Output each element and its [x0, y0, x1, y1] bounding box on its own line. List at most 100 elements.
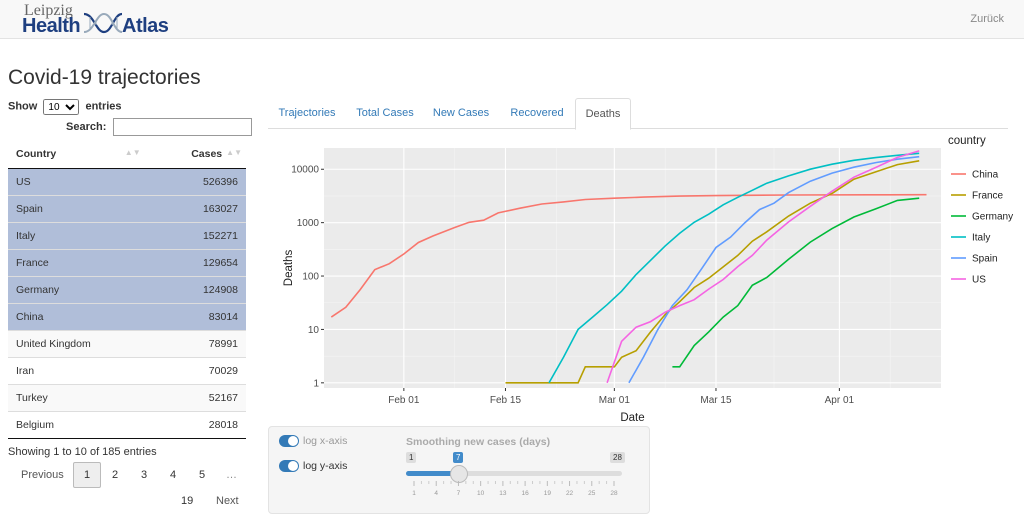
slider-min-label: 1 — [406, 452, 417, 463]
search-input[interactable] — [113, 118, 253, 136]
previous-page-button[interactable]: Previous — [21, 469, 64, 481]
y-tick-label: 100 — [302, 272, 319, 283]
slider-grid: 1 4 7 10 13 16 19 22 25 28 — [412, 481, 618, 497]
table-row[interactable]: Germany 124908 — [8, 276, 246, 304]
series-line-us — [606, 150, 920, 384]
slider-tick-label: 25 — [588, 490, 596, 497]
plot-tabs: Trajectories Total Cases New Cases Recov… — [268, 98, 1008, 130]
search-label: Search: — [66, 120, 107, 133]
tab-trajectories[interactable]: Trajectories — [278, 107, 336, 119]
slider-track[interactable] — [406, 471, 622, 476]
table-info: Showing 1 to 10 of 185 entries — [8, 446, 157, 458]
next-page-button[interactable]: Next — [216, 495, 239, 507]
tab-deaths[interactable]: Deaths — [575, 98, 631, 130]
entries-label: entries — [85, 100, 122, 113]
log-y-axis-toggle[interactable] — [279, 460, 299, 472]
tab-recovered[interactable]: Recovered — [510, 107, 564, 119]
sort-icon: ▲▼ — [124, 148, 141, 157]
legend-title: country — [948, 135, 986, 147]
back-link[interactable]: Zurück — [970, 13, 1004, 25]
cell-country: China — [8, 303, 149, 331]
legend-label: Italy — [972, 233, 990, 244]
dna-helix-icon — [83, 12, 123, 34]
page-button-1[interactable]: 1 — [73, 462, 101, 488]
page-button-4[interactable]: 4 — [170, 469, 177, 481]
legend-label: Germany — [972, 212, 1013, 223]
table-row[interactable]: Belgium 28018 — [8, 411, 246, 439]
smoothing-slider-title: Smoothing new cases (days) — [406, 436, 551, 448]
entries-select[interactable]: 10 — [43, 99, 80, 115]
legend-label: China — [972, 170, 999, 181]
legend-label: Spain — [972, 254, 998, 265]
cell-country: US — [8, 168, 149, 196]
page-button-5[interactable]: 5 — [199, 469, 206, 481]
column-header-cases[interactable]: Cases ▲▼ — [148, 140, 246, 169]
x-tick-label: Feb 15 — [490, 395, 522, 406]
table-search: Search: — [66, 118, 253, 136]
cell-cases: 124908 — [148, 276, 246, 304]
cell-cases: 52167 — [148, 384, 246, 412]
page-button-2[interactable]: 2 — [112, 469, 119, 481]
table-row[interactable]: Italy 152271 — [8, 222, 246, 250]
pagination: Previous 1 2 3 4 5 … 19 Next — [10, 462, 250, 522]
x-tick-label: Apr 01 — [825, 395, 855, 406]
legend-label: US — [972, 275, 986, 286]
y-tick-label: 1 — [313, 378, 319, 389]
tab-new-cases[interactable]: New Cases — [432, 107, 490, 119]
x-tick-label: Mar 15 — [700, 395, 732, 406]
y-tick-label: 1000 — [297, 218, 320, 229]
cell-country: Spain — [8, 195, 149, 223]
table-row[interactable]: US 526396 — [8, 168, 246, 196]
table-header-row: Country ▲▼ Cases ▲▼ — [8, 140, 246, 169]
slider-tick-label: 19 — [544, 490, 552, 497]
cell-country: United Kingdom — [8, 330, 149, 358]
y-axis-title: Deaths — [283, 250, 295, 287]
log-x-axis-toggle[interactable] — [279, 435, 299, 447]
slider-handle[interactable] — [450, 465, 468, 483]
page-title: Covid-19 trajectories — [8, 66, 201, 89]
show-label: Show — [8, 100, 38, 113]
slider-tick-label: 4 — [434, 490, 438, 497]
cell-country: Italy — [8, 222, 149, 250]
table-row[interactable]: China 83014 — [8, 303, 246, 331]
slider-tick-label: 1 — [412, 490, 416, 497]
table-row[interactable]: United Kingdom 78991 — [8, 330, 246, 358]
table-row[interactable]: Iran 70029 — [8, 357, 246, 385]
tab-total-cases[interactable]: Total Cases — [356, 107, 414, 119]
cell-cases: 78991 — [148, 330, 246, 358]
country-table: Country ▲▼ Cases ▲▼ US 526396 Spain 163027 Ita… — [8, 140, 246, 439]
deaths-chart: 1 10 100 1000 10000 Feb 01 Feb 15 Mar 01 Mar 15 A… — [283, 135, 1013, 424]
health-atlas-logo[interactable]: Leipzig Health Atlas — [22, 2, 172, 38]
slider-fill — [406, 471, 458, 476]
page-button-3[interactable]: 3 — [141, 469, 148, 481]
logo-word-health: Health — [22, 15, 81, 37]
y-tick-label: 10000 — [291, 165, 319, 176]
table-row[interactable]: Spain 163027 — [8, 195, 246, 223]
cell-cases: 83014 — [148, 303, 246, 331]
series-line-france — [505, 160, 920, 384]
cell-cases: 163027 — [148, 195, 246, 223]
series-line-italy — [548, 152, 920, 384]
cell-cases: 70029 — [148, 357, 246, 385]
cell-cases: 526396 — [148, 168, 246, 196]
slider-tick-label: 16 — [521, 490, 529, 497]
page-ellipsis: … — [226, 469, 237, 481]
slider-tick-label: 7 — [457, 490, 461, 497]
logo-word-atlas: Atlas — [122, 15, 169, 37]
slider-tick-label: 28 — [610, 490, 618, 497]
page-button-19[interactable]: 19 — [181, 495, 194, 507]
table-row[interactable]: France 129654 — [8, 249, 246, 277]
cell-cases: 129654 — [148, 249, 246, 277]
series-line-china — [330, 193, 927, 318]
cell-country: Germany — [8, 276, 149, 304]
x-tick-label: Feb 01 — [388, 395, 420, 406]
cell-country: Iran — [8, 357, 149, 385]
sort-icon: ▲▼ — [226, 148, 242, 157]
legend-label: France — [972, 191, 1004, 202]
logo-city: Leipzig — [24, 2, 73, 19]
table-row[interactable]: Turkey 52167 — [8, 384, 246, 412]
column-header-country[interactable]: Country ▲▼ — [8, 140, 149, 169]
plot-controls-panel: log x-axis log y-axis Smoothing new case… — [268, 426, 650, 514]
x-tick-label: Mar 01 — [599, 395, 631, 406]
x-axis-title: Date — [620, 412, 644, 424]
